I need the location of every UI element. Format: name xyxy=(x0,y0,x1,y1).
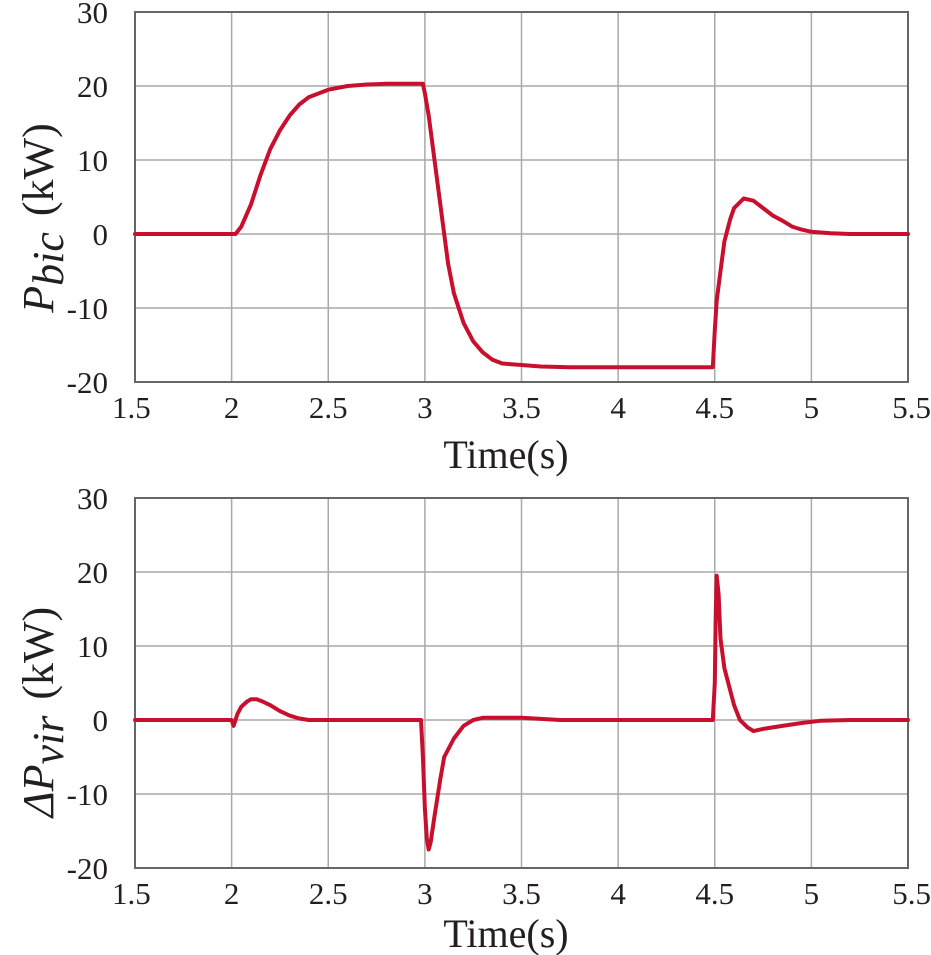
chart-pbic: -20 -10 0 10 20 30 1.5 2 2.5 3 3.5 4 4.5 5 5.5 Time(s… xyxy=(14,0,931,477)
chart-pvir-x-tick-label: 5.5 xyxy=(892,876,931,911)
chart-pbic-x-tick-label: 4.5 xyxy=(695,390,734,425)
chart-pbic-y-tick-label: 20 xyxy=(77,69,108,104)
chart-pvir-y-tick-label: 0 xyxy=(93,703,109,738)
chart-pbic-x-tick-label: 3.5 xyxy=(502,390,541,425)
chart-pvir-y-tick-label: 10 xyxy=(77,629,108,664)
chart-pbic-x-tick-labels: 1.5 2 2.5 3 3.5 4 4.5 5 5.5 xyxy=(112,390,931,425)
chart-pbic-y-label-unit: (kW) xyxy=(14,123,63,216)
chart-pvir-plot-frame xyxy=(134,497,909,869)
chart-pvir-grid xyxy=(134,497,909,869)
chart-pvir-x-tick-label: 1.5 xyxy=(112,876,151,911)
chart-pbic-y-tick-labels: -20 -10 0 10 20 30 xyxy=(67,0,108,400)
chart-pbic-x-tick-label: 2 xyxy=(224,390,240,425)
chart-pbic-x-tick-label: 1.5 xyxy=(112,390,151,425)
chart-pvir-x-tick-label: 3.5 xyxy=(502,876,541,911)
chart-pbic-x-tick-label: 5 xyxy=(804,390,820,425)
chart-pvir-x-tick-label: 3 xyxy=(417,876,433,911)
chart-pvir-y-label-symbol: ΔP xyxy=(14,765,63,820)
chart-pvir-x-tick-label: 2.5 xyxy=(309,876,348,911)
chart-pbic-x-tick-label: 2.5 xyxy=(309,390,348,425)
chart-pvir: -20 -10 0 10 20 30 1.5 2 2.5 3 3.5 4 4.5 5 5.5 Time(s… xyxy=(14,481,931,955)
chart-pbic-y-tick-label: -20 xyxy=(67,365,108,400)
chart-pbic-x-axis-label: Time(s) xyxy=(443,432,568,477)
chart-pbic-series-line xyxy=(133,81,910,370)
chart-pvir-y-tick-label: 30 xyxy=(77,481,108,516)
chart-pvir-x-tick-labels: 1.5 2 2.5 3 3.5 4 4.5 5 5.5 xyxy=(112,876,931,911)
chart-pbic-plot-frame xyxy=(134,11,909,383)
chart-pvir-y-label-subscript: vir xyxy=(24,715,73,765)
chart-pbic-x-tick-label: 5.5 xyxy=(892,390,931,425)
chart-pbic-y-tick-label: -10 xyxy=(67,291,108,326)
chart-pbic-y-label-subscript: bic xyxy=(24,232,73,286)
chart-pvir-x-tick-label: 4 xyxy=(610,876,626,911)
chart-pvir-y-tick-label: -20 xyxy=(67,851,108,886)
chart-pbic-y-axis-label: Pbic (kW) xyxy=(14,123,73,314)
chart-pbic-y-label-symbol: P xyxy=(14,286,63,314)
chart-pbic-y-tick-label: 30 xyxy=(77,0,108,30)
chart-pvir-y-label-unit: (kW) xyxy=(14,607,63,700)
chart-pbic-y-tick-label: 10 xyxy=(77,143,108,178)
chart-pvir-series-line xyxy=(133,573,910,852)
chart-pbic-y-tick-label: 0 xyxy=(93,217,109,252)
chart-pvir-x-tick-label: 4.5 xyxy=(695,876,734,911)
chart-pbic-grid xyxy=(134,11,909,383)
chart-pvir-x-axis-label: Time(s) xyxy=(443,911,568,955)
chart-pvir-x-tick-label: 2 xyxy=(224,876,240,911)
chart-pvir-y-axis-label: ΔPvir (kW) xyxy=(14,607,73,819)
chart-pbic-x-tick-label: 4 xyxy=(610,390,626,425)
chart-pvir-x-tick-label: 5 xyxy=(804,876,820,911)
chart-pvir-y-tick-label: -10 xyxy=(67,777,108,812)
chart-pvir-y-tick-labels: -20 -10 0 10 20 30 xyxy=(67,481,108,886)
chart-pbic-x-tick-label: 3 xyxy=(417,390,433,425)
chart-pvir-y-tick-label: 20 xyxy=(77,555,108,590)
